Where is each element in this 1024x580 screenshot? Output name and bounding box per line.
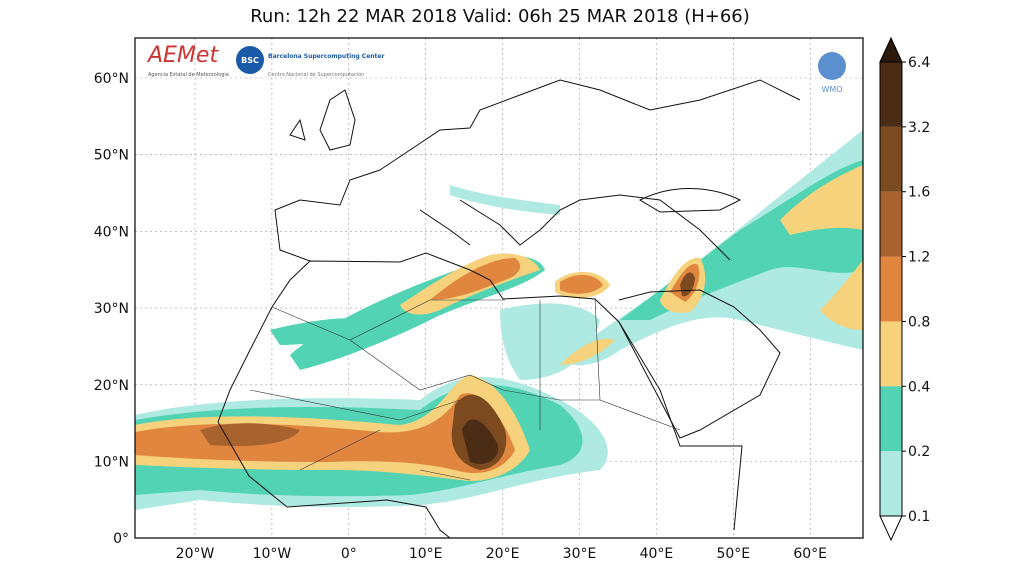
lat-label: 0° <box>113 531 129 547</box>
colorbar-frame <box>879 61 903 517</box>
colorbar-label: 1.2 <box>908 250 930 266</box>
colorbar-label: 3.2 <box>908 120 930 136</box>
colorbar-segment <box>880 451 902 516</box>
colorbar-segment <box>880 191 902 257</box>
colorbar-label: 0.8 <box>908 314 930 330</box>
bsc-mark: BSC <box>241 56 259 65</box>
colorbar-label: 1.6 <box>908 185 930 201</box>
colorbar-segment <box>880 256 902 322</box>
lon-label: 50°E <box>716 546 750 562</box>
aemet-subtitle: Agencia Estatal de Meteorología <box>148 71 229 78</box>
colorbar-segment <box>880 321 902 387</box>
colorbar-label: 6.4 <box>908 55 930 71</box>
lat-label: 20°N <box>94 378 129 394</box>
lon-label: 60°E <box>793 546 827 562</box>
colorbar-segment <box>880 386 902 452</box>
lon-label: 20°E <box>486 546 520 562</box>
logos: AEMet Agencia Estatal de Meteorología BS… <box>146 43 846 94</box>
title: Run: 12h 22 MAR 2018 Valid: 06h 25 MAR 2… <box>250 6 750 27</box>
coastlines <box>217 79 801 538</box>
aemet-logo: AEMet <box>146 43 219 68</box>
lat-label: 50°N <box>94 148 129 164</box>
lon-label: 20°W <box>176 546 215 562</box>
colorbar: 0.1 0.2 0.4 0.8 1.2 1.6 3.2 6.4 <box>879 36 930 542</box>
lat-label: 60°N <box>94 71 129 87</box>
colorbar-extend-bottom <box>879 515 903 542</box>
colorbar-segment <box>880 126 902 192</box>
bsc-subtitle: Centro Nacional de Supercomputación <box>268 71 364 78</box>
lat-label: 40°N <box>94 224 129 240</box>
bsc-logo <box>236 46 264 74</box>
lon-label: 40°E <box>640 546 674 562</box>
lon-label: 10°W <box>253 546 292 562</box>
lon-label: 10°E <box>409 546 443 562</box>
map-frame <box>134 37 864 539</box>
colorbar-label: 0.1 <box>908 509 930 525</box>
lon-label: 0° <box>341 546 357 562</box>
colorbar-segment <box>880 62 902 127</box>
colorbar-label: 0.4 <box>908 379 930 395</box>
lat-label: 10°N <box>94 455 129 471</box>
dust-field <box>135 130 863 510</box>
lon-label: 30°E <box>563 546 597 562</box>
bsc-name: Barcelona Supercomputing Center <box>268 53 384 60</box>
wmo-text: WMO <box>821 85 842 94</box>
wmo-logo <box>818 52 846 80</box>
lat-label: 30°N <box>94 301 129 317</box>
colorbar-extend-top <box>879 36 903 63</box>
colorbar-label: 0.2 <box>908 444 930 460</box>
